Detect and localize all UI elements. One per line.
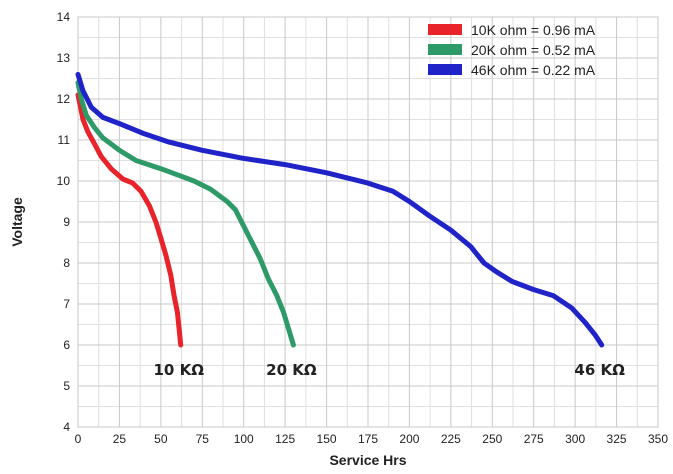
y-tick-label: 14	[57, 10, 71, 24]
x-tick-label: 0	[75, 432, 82, 446]
legend-swatch-2	[428, 44, 462, 55]
x-tick-label: 275	[524, 432, 544, 446]
legend-swatch-1	[428, 24, 462, 35]
series-end-label-1: 10 KΩ	[154, 361, 205, 379]
x-axis-title: Service Hrs	[329, 452, 406, 468]
legend-swatch-3	[428, 64, 462, 75]
x-tick-label: 250	[482, 432, 502, 446]
x-tick-label: 300	[565, 432, 585, 446]
y-tick-label: 11	[58, 133, 71, 147]
x-tick-label: 200	[399, 432, 419, 446]
y-tick-label: 9	[63, 215, 70, 229]
y-tick-label: 8	[63, 256, 70, 270]
series-line-1	[75, 92, 184, 348]
series-end-label-3: 46 KΩ	[574, 361, 625, 379]
major-gridlines	[77, 16, 659, 428]
x-tick-label: 225	[441, 432, 461, 446]
y-tick-label: 12	[57, 92, 71, 106]
x-tick-label: 50	[154, 432, 168, 446]
y-tick-label: 13	[57, 51, 71, 65]
x-tick-label: 125	[275, 432, 295, 446]
legend-label-1: 10K ohm = 0.96 mA	[471, 22, 596, 38]
y-axis-title: Voltage	[9, 197, 25, 247]
x-tick-label: 175	[358, 432, 378, 446]
legend-label-3: 46K ohm = 0.22 mA	[471, 62, 596, 78]
y-tick-label: 6	[63, 338, 70, 352]
x-tick-label: 75	[196, 432, 210, 446]
legend: 10K ohm = 0.96 mA 20K ohm = 0.52 mA 46K oh…	[428, 22, 596, 78]
series-line-2	[75, 80, 296, 348]
series-line-3	[75, 71, 605, 348]
y-tick-label: 4	[63, 420, 70, 434]
y-tick-label: 10	[57, 174, 71, 188]
x-tick-label: 325	[607, 432, 627, 446]
x-tick-label: 25	[113, 432, 127, 446]
series-end-label-2: 20 KΩ	[266, 361, 317, 379]
x-tick-label: 100	[234, 432, 254, 446]
y-tick-label: 7	[63, 297, 70, 311]
x-axis-ticks: 0 25 50 75 100 125 150 175 200 225 250 275 300 325 350	[75, 432, 669, 446]
legend-label-2: 20K ohm = 0.52 mA	[471, 42, 596, 58]
y-axis-ticks: 4 5 6 7 8 9 10 11 12 13 14	[57, 10, 71, 434]
y-tick-label: 5	[63, 379, 70, 393]
series-layer	[75, 71, 605, 348]
x-tick-label: 150	[317, 432, 337, 446]
x-tick-label: 350	[648, 432, 668, 446]
end-labels: 10 KΩ 20 KΩ 46 KΩ	[154, 361, 626, 379]
